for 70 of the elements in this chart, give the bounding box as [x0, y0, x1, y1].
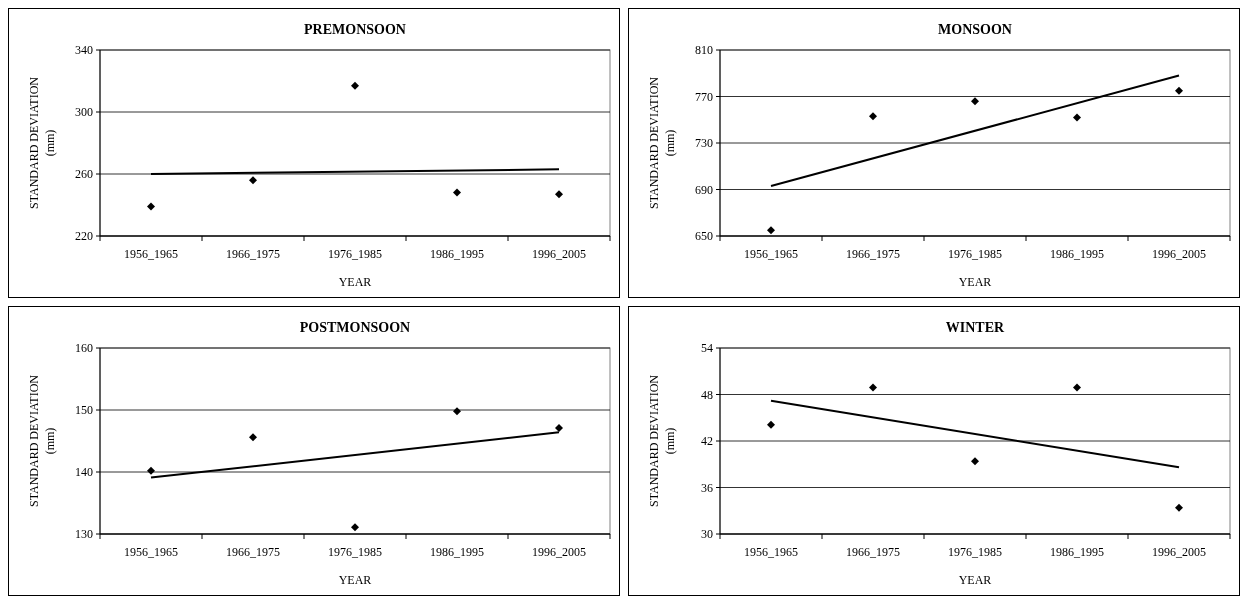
point [869, 383, 877, 392]
x-tick-label: 1966_1975 [226, 247, 280, 261]
point [767, 420, 775, 429]
point [869, 112, 877, 121]
x-tick-label: 1976_1985 [948, 247, 1002, 261]
x-tick-label: 1956_1965 [744, 247, 798, 261]
x-tick-label: 1986_1995 [430, 247, 484, 261]
y-tick-label: 730 [695, 136, 713, 151]
chart-title: PREMONSOON [304, 22, 406, 37]
y-axis-title: STANDARD DEVIATION (mm) [647, 76, 677, 210]
y-tick-label: 130 [75, 527, 93, 542]
y-tick-label: 690 [695, 182, 713, 197]
y-axis-title: STANDARD DEVIATION (mm) [27, 76, 57, 210]
x-tick-label: 1976_1985 [328, 545, 382, 559]
chart-title: WINTER [945, 320, 1006, 335]
x-axis-title: YEAR [958, 573, 992, 587]
x-tick-label: 1986_1995 [1050, 247, 1104, 261]
point [555, 190, 563, 199]
point [1073, 383, 1081, 392]
point [555, 423, 563, 432]
y-tick-label: 650 [695, 229, 713, 244]
y-tick-label: 42 [701, 434, 713, 449]
point [453, 188, 461, 197]
y-tick-label: 220 [75, 229, 93, 244]
x-tick-label: 1966_1975 [226, 545, 280, 559]
x-tick-label: 1996_2005 [1152, 247, 1206, 261]
y-tick-label: 54 [701, 341, 713, 356]
point [767, 226, 775, 235]
x-tick-label: 1966_1975 [846, 545, 900, 559]
point [453, 407, 461, 416]
point [147, 202, 155, 211]
x-tick-label: 1966_1975 [846, 247, 900, 261]
x-tick-label: 1986_1995 [1050, 545, 1104, 559]
y-axis-title: STANDARD DEVIATION (mm) [27, 374, 57, 508]
y-axis-title: STANDARD DEVIATION (mm) [647, 374, 677, 508]
point [971, 457, 979, 466]
x-tick-label: 1996_2005 [532, 247, 586, 261]
chart-title: MONSOON [938, 22, 1012, 37]
y-tick-label: 36 [701, 480, 713, 495]
y-tick-label: 340 [75, 43, 93, 58]
y-tick-label: 160 [75, 341, 93, 356]
point [147, 466, 155, 475]
point [351, 81, 359, 90]
point [249, 176, 257, 185]
chart-title: POSTMONSOON [299, 320, 411, 335]
y-tick-label: 300 [75, 105, 93, 120]
x-tick-label: 1996_2005 [532, 545, 586, 559]
y-tick-label: 140 [75, 465, 93, 480]
y-tick-label: 770 [695, 89, 713, 104]
y-tick-label: 810 [695, 43, 713, 58]
x-tick-label: 1986_1995 [430, 545, 484, 559]
point [971, 97, 979, 106]
x-tick-label: 1976_1985 [328, 247, 382, 261]
y-tick-label: 48 [701, 387, 713, 402]
x-tick-label: 1956_1965 [124, 247, 178, 261]
x-axis-title: YEAR [338, 275, 372, 289]
x-axis-title: YEAR [338, 573, 372, 587]
point [1073, 113, 1081, 122]
point [249, 433, 257, 442]
x-tick-label: 1976_1985 [948, 545, 1002, 559]
point [1175, 503, 1183, 512]
y-tick-label: 260 [75, 167, 93, 182]
y-tick-label: 30 [701, 527, 713, 542]
x-tick-label: 1956_1965 [124, 545, 178, 559]
x-axis-title: YEAR [958, 275, 992, 289]
point [1175, 86, 1183, 95]
x-tick-label: 1956_1965 [744, 545, 798, 559]
y-tick-label: 150 [75, 403, 93, 418]
point [351, 523, 359, 532]
x-tick-label: 1996_2005 [1152, 545, 1206, 559]
